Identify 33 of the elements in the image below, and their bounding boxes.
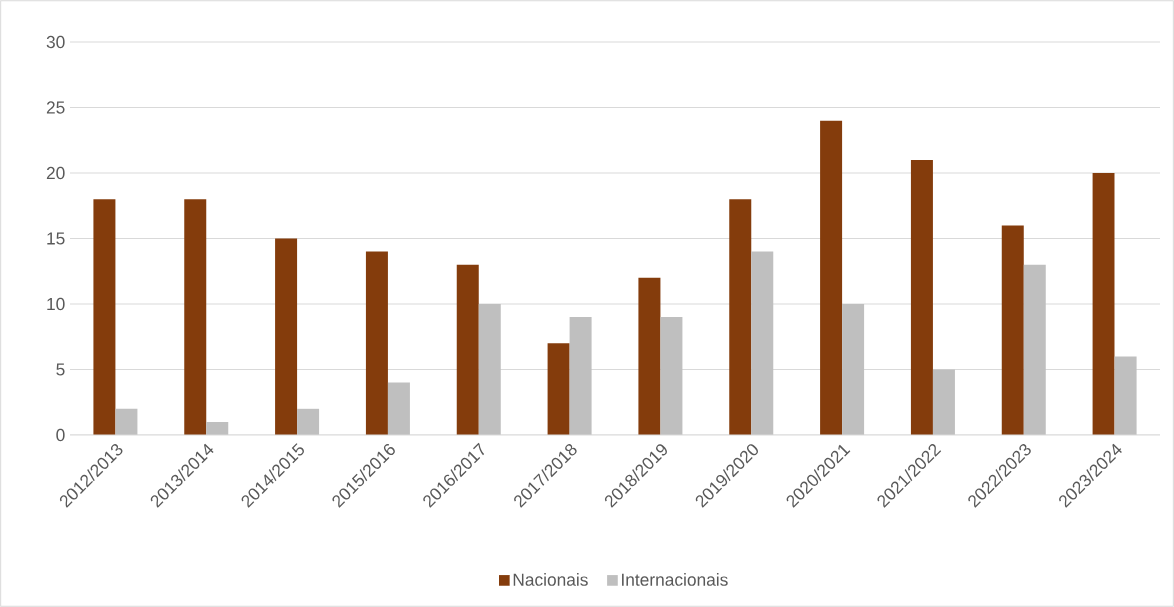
bar xyxy=(547,343,570,435)
bar xyxy=(1092,173,1115,435)
bar xyxy=(297,408,320,435)
bar xyxy=(751,251,774,435)
y-tick-label: 10 xyxy=(47,297,65,311)
bar xyxy=(184,199,207,435)
bar xyxy=(93,199,116,435)
y-tick-label: 30 xyxy=(46,35,65,49)
y-tick-label: 25 xyxy=(46,101,65,114)
bar xyxy=(365,251,388,435)
bar xyxy=(729,199,752,435)
legend-label: Internacionais xyxy=(622,573,728,586)
bar xyxy=(275,238,298,435)
y-tick-label: 5 xyxy=(56,363,65,376)
y-tick-label: 20 xyxy=(46,166,65,180)
y-tick-label: 15 xyxy=(47,232,65,245)
bar xyxy=(1001,225,1024,435)
bar xyxy=(387,382,410,435)
bar xyxy=(660,317,683,435)
bar xyxy=(456,264,479,435)
bar xyxy=(638,277,661,435)
bar xyxy=(932,369,955,435)
bar xyxy=(478,304,501,435)
bar xyxy=(910,159,933,435)
bar xyxy=(115,408,138,435)
bar xyxy=(569,317,592,435)
legend-label: Nacionais xyxy=(513,573,588,586)
bar xyxy=(842,304,865,435)
y-tick-label: 0 xyxy=(56,428,65,442)
bar xyxy=(1023,264,1046,435)
bar xyxy=(206,421,229,435)
bar xyxy=(820,120,843,435)
bar xyxy=(1114,356,1137,435)
